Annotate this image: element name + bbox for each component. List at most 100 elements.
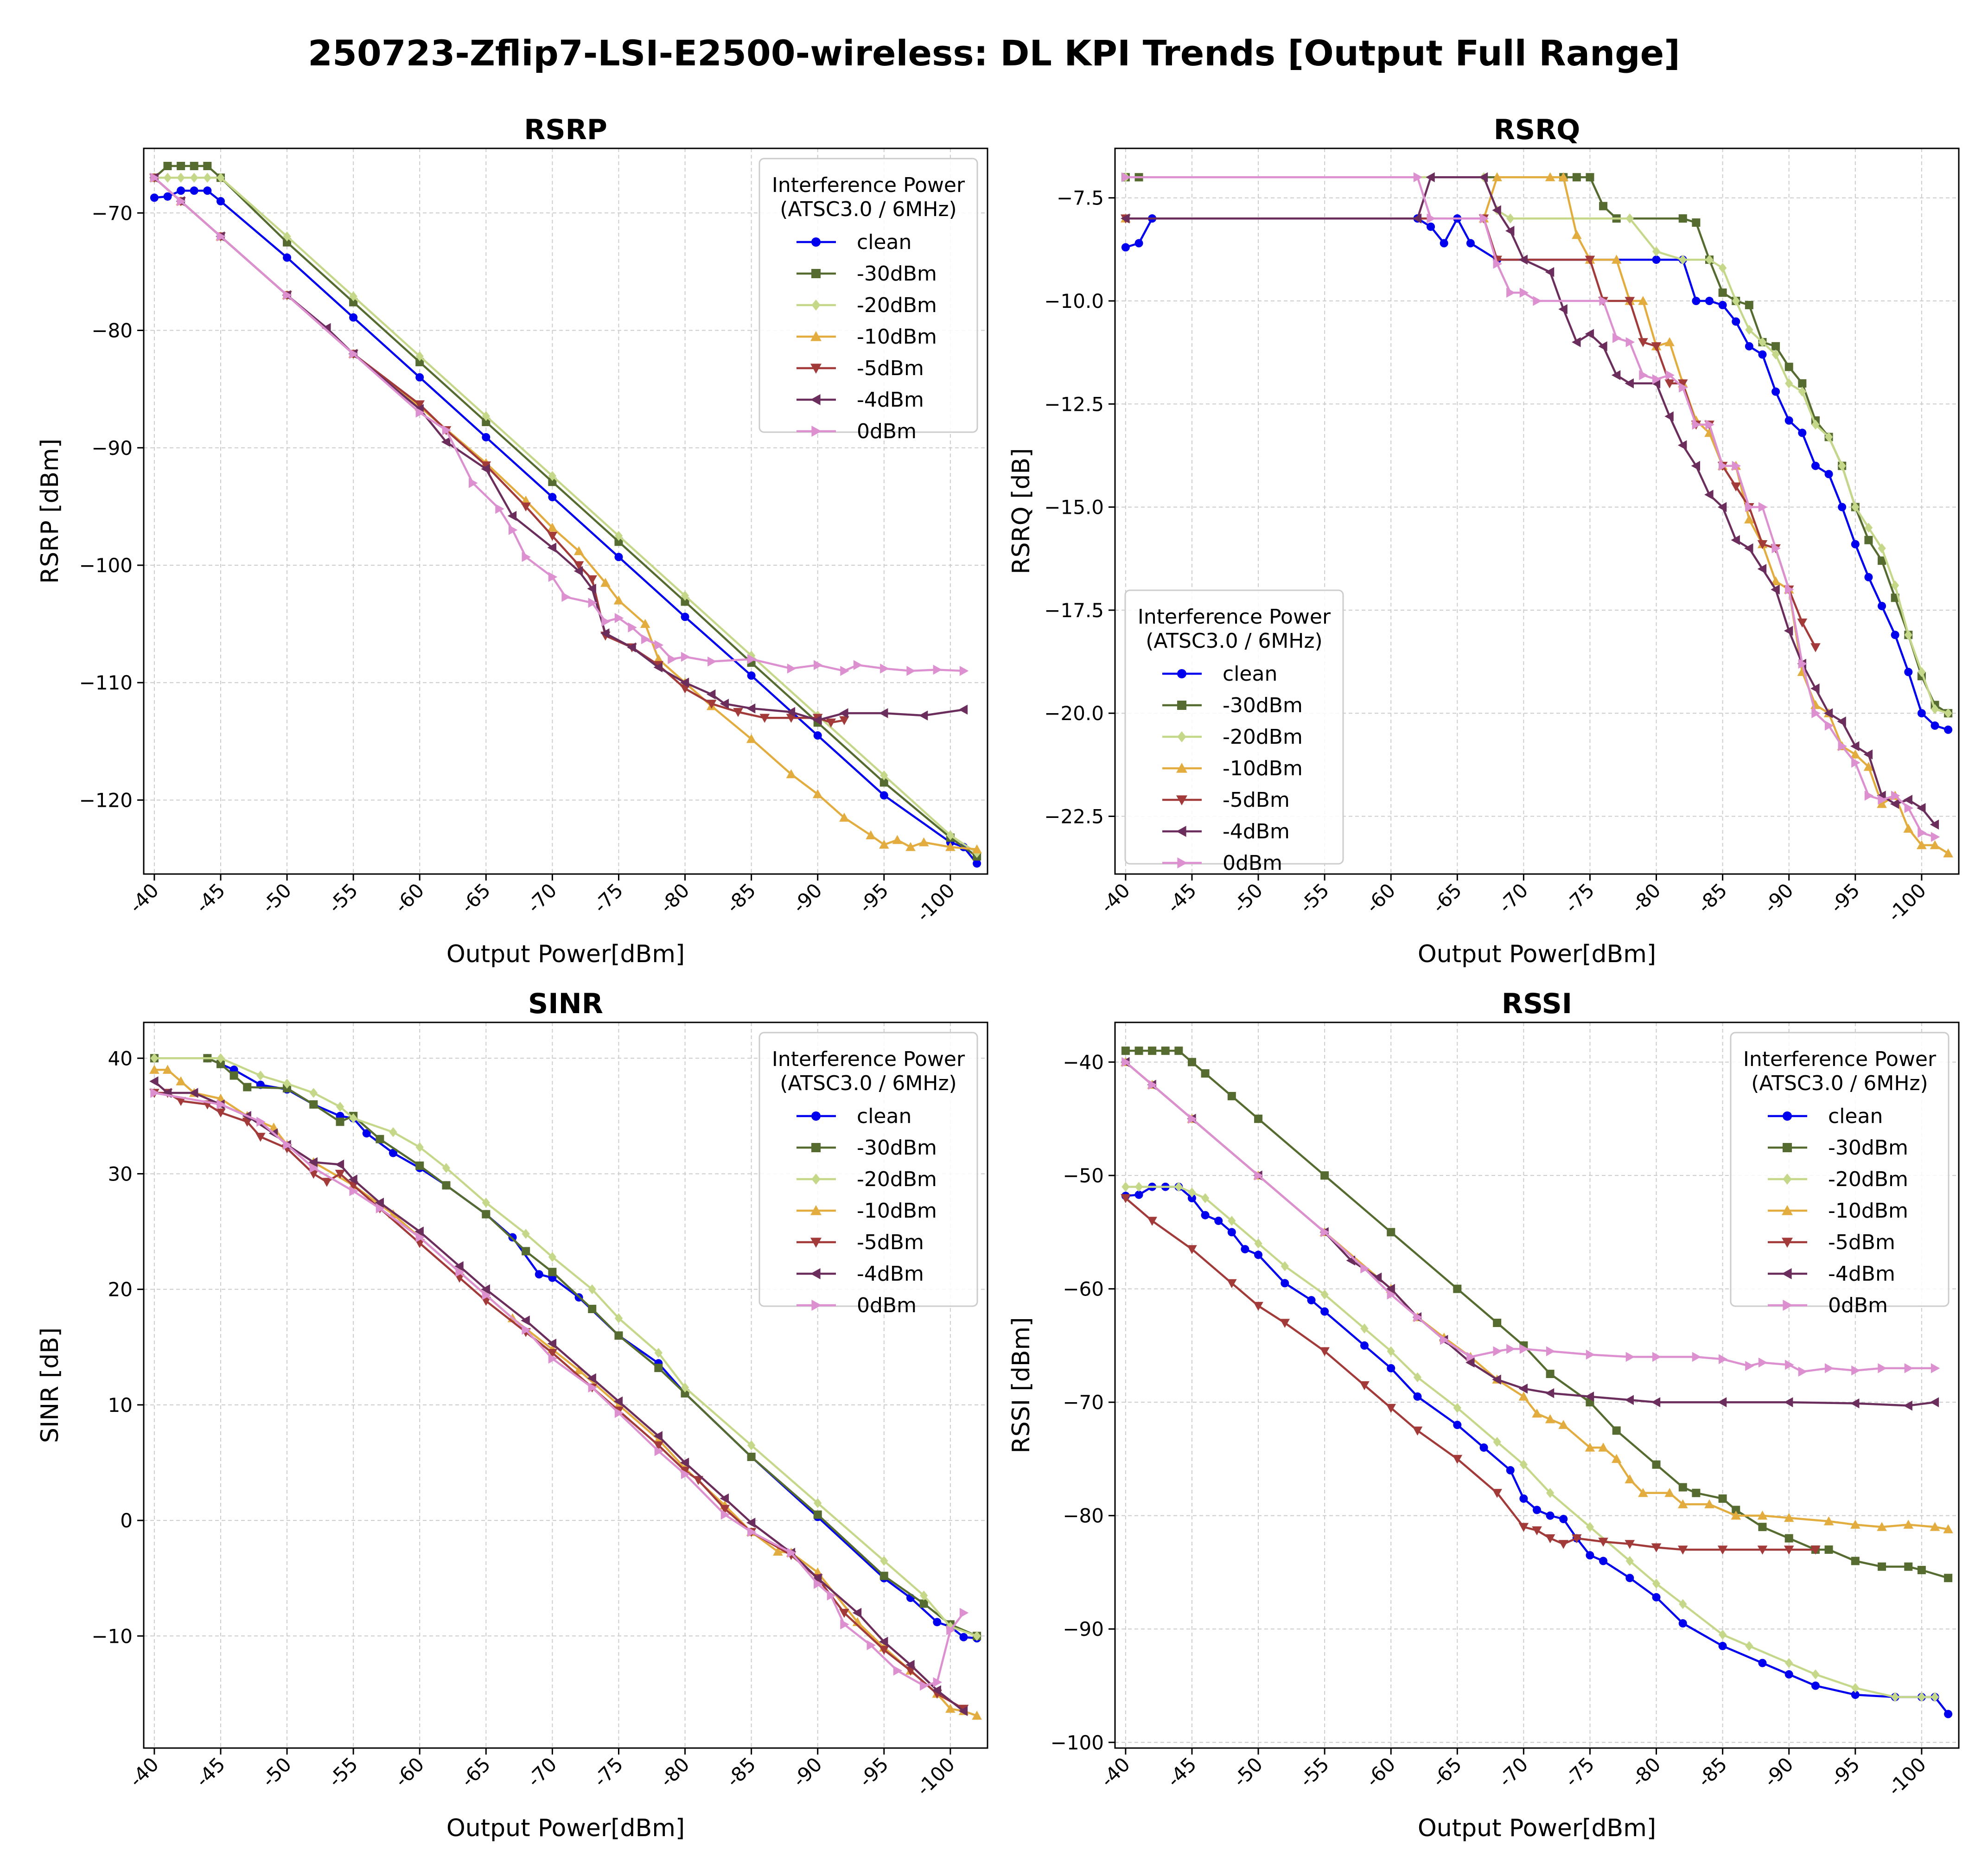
data-point [1492,205,1501,216]
data-point [867,1640,876,1651]
data-point [1930,1522,1940,1531]
data-point [1718,1354,1728,1365]
data-point [1546,1488,1555,1498]
legend-title: Interference Power [772,173,965,197]
data-point [442,1181,451,1190]
data-point [1533,1506,1541,1514]
legend-marker [811,300,821,311]
data-point [283,238,292,247]
data-point [1533,296,1542,306]
series-line-0dBm [1125,1061,1935,1373]
data-point [1877,1522,1887,1531]
data-point [1810,1545,1821,1555]
data-point [1705,419,1714,430]
data-point [1891,631,1899,639]
data-point [1744,514,1754,523]
data-point [1904,803,1914,813]
data-point [1718,300,1727,309]
x-tick-label: -85 [1693,879,1732,917]
data-point [507,511,517,521]
data-point [1717,1397,1727,1407]
data-point [1121,1047,1130,1055]
data-point [1558,1540,1569,1549]
data-point [1878,795,1887,805]
data-point [1625,1556,1634,1566]
data-point [1134,1047,1143,1055]
data-point [918,710,928,721]
data-point [654,1446,664,1456]
legend-entry: -10dBm [857,325,937,349]
data-point [880,664,889,674]
x-tick-label: -95 [854,879,893,917]
data-point [1427,222,1435,231]
data-point [309,1100,318,1109]
plot-frame [1114,147,1960,875]
data-point [1863,749,1873,759]
data-point [1545,1534,1555,1544]
data-point [1625,378,1634,389]
data-point [1810,683,1820,694]
data-point [1598,341,1607,351]
data-point [547,523,558,532]
data-point [880,770,888,781]
x-tick-label: -100 [1883,1753,1931,1800]
data-point [933,1618,942,1627]
data-point [1519,1494,1528,1503]
x-tick-label: -40 [1096,1753,1134,1791]
y-tick-label: −90 [91,437,133,460]
data-point [1625,337,1635,347]
x-tick-label: -80 [655,879,694,917]
data-point [1466,1352,1476,1362]
data-point [1638,338,1648,347]
data-point [1599,296,1608,306]
data-point [1717,1545,1728,1555]
data-point [1823,708,1833,719]
data-point [1453,1421,1462,1430]
data-point [1188,1114,1197,1124]
data-point [1903,823,1914,833]
series-clean [150,186,981,868]
data-point [1121,243,1130,252]
chart-title: RSRQ [1494,114,1580,146]
data-point [176,1097,186,1106]
data-point [415,357,424,366]
data-point [177,186,185,195]
data-point [1850,1398,1860,1409]
data-point [1851,758,1861,768]
legend-entry: -30dBm [857,1136,937,1160]
data-point [1692,1488,1701,1497]
data-point [1625,1352,1635,1362]
y-axis-label: RSRP [dBm] [36,439,64,584]
data-point [1161,1047,1170,1055]
data-point [1453,1403,1461,1413]
legend-entry: 0dBm [857,1294,917,1317]
data-point [1850,741,1860,752]
data-point [613,595,624,605]
data-point [1281,1279,1289,1288]
data-point [614,613,624,623]
chart-rsrq: -40 -45 -50 -55 -60 -65 -70 -75 -80 -85 -90 -95 -100… [1007,114,1960,968]
data-point [1931,721,1939,730]
x-tick-label: -55 [324,879,362,917]
data-point [1121,1057,1131,1067]
data-point [1558,172,1569,181]
data-point [627,642,636,653]
data-point [1745,300,1753,309]
data-point [1147,1217,1157,1226]
data-point [747,671,756,680]
data-point [1558,1420,1569,1429]
y-tick-label: −110 [79,671,133,694]
data-point [1692,297,1701,306]
data-point [336,1117,344,1126]
data-point [1413,1392,1422,1401]
data-point [217,172,225,183]
x-tick-label: -40 [1096,879,1134,917]
data-point [654,1364,663,1372]
data-point [1731,535,1740,545]
legend-entry: -5dBm [1828,1231,1895,1254]
data-point [1121,172,1131,183]
data-point [548,1252,557,1262]
data-point [521,495,531,505]
data-point [814,1498,822,1508]
data-point [1652,255,1661,264]
